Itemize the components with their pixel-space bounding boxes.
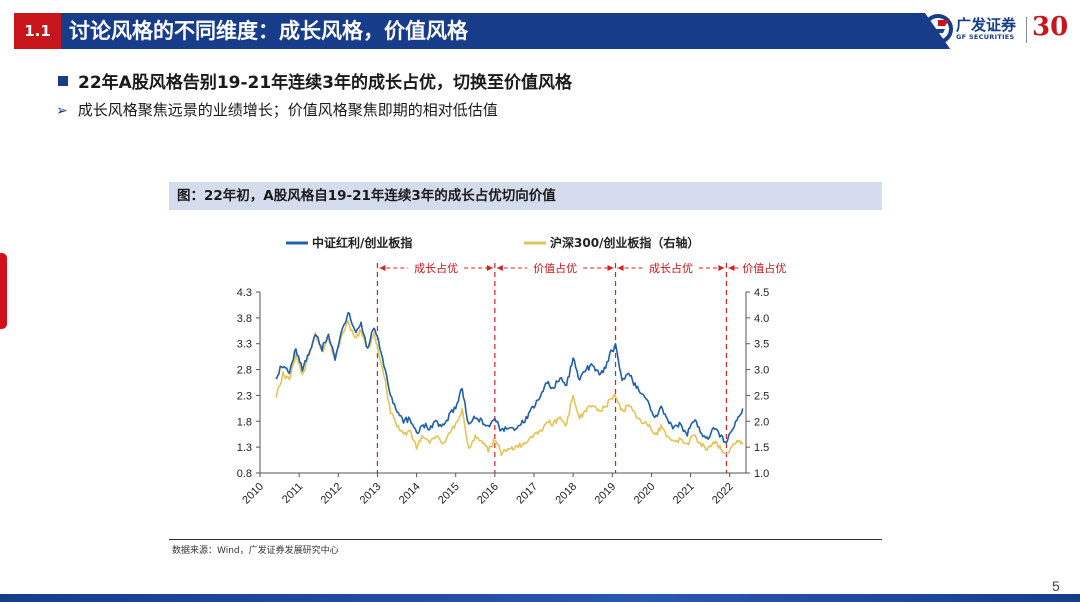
y-right-tick-label: 4.5 — [754, 287, 769, 299]
y-left-tick-label: 2.8 — [237, 365, 252, 377]
y-right-tick-label: 2.5 — [754, 390, 769, 402]
chart-axes: 0.8 1.3 1.8 2.3 2.8 3.3 3.8 4.3 1.0 1.5 2.0 2.5 3.0 3… — [237, 287, 770, 506]
y-left-tick-label: 4.3 — [237, 287, 252, 299]
x-tick-label: 2015 — [436, 481, 462, 507]
y-left-tick-label: 1.8 — [237, 416, 252, 428]
legend-label-2: 沪深300/创业板指（右轴） — [550, 235, 699, 250]
y-left-tick-label: 3.3 — [237, 339, 252, 351]
y-left-tick-label: 0.8 — [237, 468, 252, 480]
period-annotation: 成长占优 — [379, 261, 493, 275]
y-left-tick-label: 3.8 — [237, 313, 252, 325]
series-line-1 — [275, 312, 744, 444]
arrow-left-icon — [496, 265, 503, 271]
company-logo: 广发证券 GF SECURITIES 30 — [923, 12, 1073, 48]
footer-bar — [0, 594, 1080, 602]
period-label: 成长占优 — [649, 261, 693, 275]
y-right-tick-label: 3.0 — [754, 365, 769, 377]
x-tick-label: 2019 — [593, 481, 619, 507]
x-tick-label: 2010 — [240, 481, 266, 507]
period-annotation: 价值占优 — [728, 261, 786, 275]
y-right-tick-label: 3.5 — [754, 339, 769, 351]
x-tick-label: 2017 — [514, 481, 540, 507]
gf-logo-icon — [923, 14, 953, 44]
square-bullet-icon — [58, 76, 68, 86]
period-label: 成长占优 — [414, 261, 458, 275]
left-edge-tab — [0, 253, 7, 329]
y-right-tick-label: 4.0 — [754, 313, 769, 325]
x-tick-label: 2020 — [632, 481, 658, 507]
logo-chinese-text: 广发证券 — [956, 16, 1017, 34]
page-number: 5 — [1052, 578, 1060, 594]
section-number: 1.1 — [14, 13, 61, 49]
chart-series — [275, 312, 744, 456]
arrow-right-icon — [486, 265, 493, 271]
y-left-tick-label: 1.3 — [237, 442, 252, 454]
arrow-right-icon — [607, 265, 614, 271]
chart-caption: 图：22年初，A股风格自19-21年连续3年的成长占优切向价值 — [169, 182, 882, 210]
source-divider — [169, 539, 882, 540]
x-tick-label: 2011 — [280, 481, 305, 506]
page-title: 讨论风格的不同维度：成长风格，价值风格 — [69, 19, 468, 43]
period-label: 价值占优 — [742, 261, 786, 275]
series-line-2 — [275, 320, 744, 456]
main-bullet: 22年A股风格告别19-21年连续3年的成长占优，切换至价值风格 — [58, 68, 572, 93]
y-right-tick-label: 2.0 — [754, 416, 769, 428]
main-bullet-text: 22年A股风格告别19-21年连续3年的成长占优，切换至价值风格 — [78, 73, 573, 93]
period-annotation: 价值占优 — [496, 261, 614, 275]
data-source: 数据来源：Wind，广发证券发展研究中心 — [172, 546, 339, 556]
anniversary-mark: 30 — [1032, 12, 1069, 42]
period-annotation: 成长占优 — [617, 261, 725, 275]
y-left-tick-label: 2.3 — [237, 390, 252, 402]
x-tick-label: 2022 — [710, 481, 736, 507]
logo-english-text: GF SECURITIES — [956, 33, 1015, 41]
chart-periods: 成长占优 价值占优 成长占优 价值占优 — [376, 261, 786, 473]
legend-label-1: 中证红利/创业板指 — [312, 235, 412, 250]
x-tick-label: 2018 — [553, 481, 579, 507]
y-right-tick-label: 1.5 — [754, 442, 769, 454]
sub-bullet: ➢ 成长风格聚焦远景的业绩增长；价值风格聚焦即期的相对低估值 — [56, 99, 498, 120]
x-tick-label: 2016 — [475, 481, 501, 507]
y-right-tick-label: 1.0 — [754, 468, 769, 480]
section-banner: 1.1 讨论风格的不同维度：成长风格，价值风格 — [14, 13, 924, 49]
chart-legend: 中证红利/创业板指 沪深300/创业板指（右轴） — [286, 235, 699, 250]
sub-bullet-text: 成长风格聚焦远景的业绩增长；价值风格聚焦即期的相对低估值 — [77, 101, 498, 119]
x-tick-label: 2012 — [319, 481, 345, 507]
arrow-left-icon — [617, 265, 624, 271]
period-label: 价值占优 — [533, 261, 577, 275]
arrow-right-icon — [718, 265, 725, 271]
logo-divider — [1026, 17, 1027, 43]
x-tick-label: 2014 — [397, 481, 423, 507]
x-tick-label: 2013 — [358, 481, 384, 507]
x-tick-label: 2021 — [671, 481, 697, 507]
arrow-bullet-icon: ➢ — [56, 103, 68, 119]
arrow-left-icon — [379, 265, 386, 271]
